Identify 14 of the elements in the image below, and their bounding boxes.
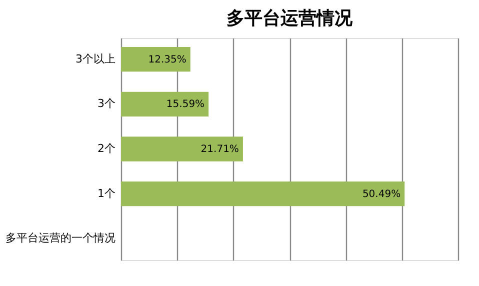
bar bbox=[121, 46, 190, 72]
y-tick-label: 2个 bbox=[98, 142, 116, 155]
y-tick-label: 多平台运营的一个情况 bbox=[6, 232, 116, 245]
data-label: 21.71% bbox=[200, 144, 239, 155]
bar bbox=[121, 92, 209, 116]
y-tick-label: 3个 bbox=[98, 97, 116, 110]
data-label: 50.49% bbox=[362, 188, 401, 200]
data-label: 12.35% bbox=[148, 54, 186, 66]
bar bbox=[121, 136, 243, 162]
bar bbox=[121, 182, 405, 206]
y-tick-label: 1个 bbox=[98, 186, 116, 200]
chart-title: 多平台运营情况 bbox=[226, 8, 354, 29]
y-tick-label: 3个以上 bbox=[76, 52, 116, 66]
data-label: 15.59% bbox=[166, 99, 205, 110]
